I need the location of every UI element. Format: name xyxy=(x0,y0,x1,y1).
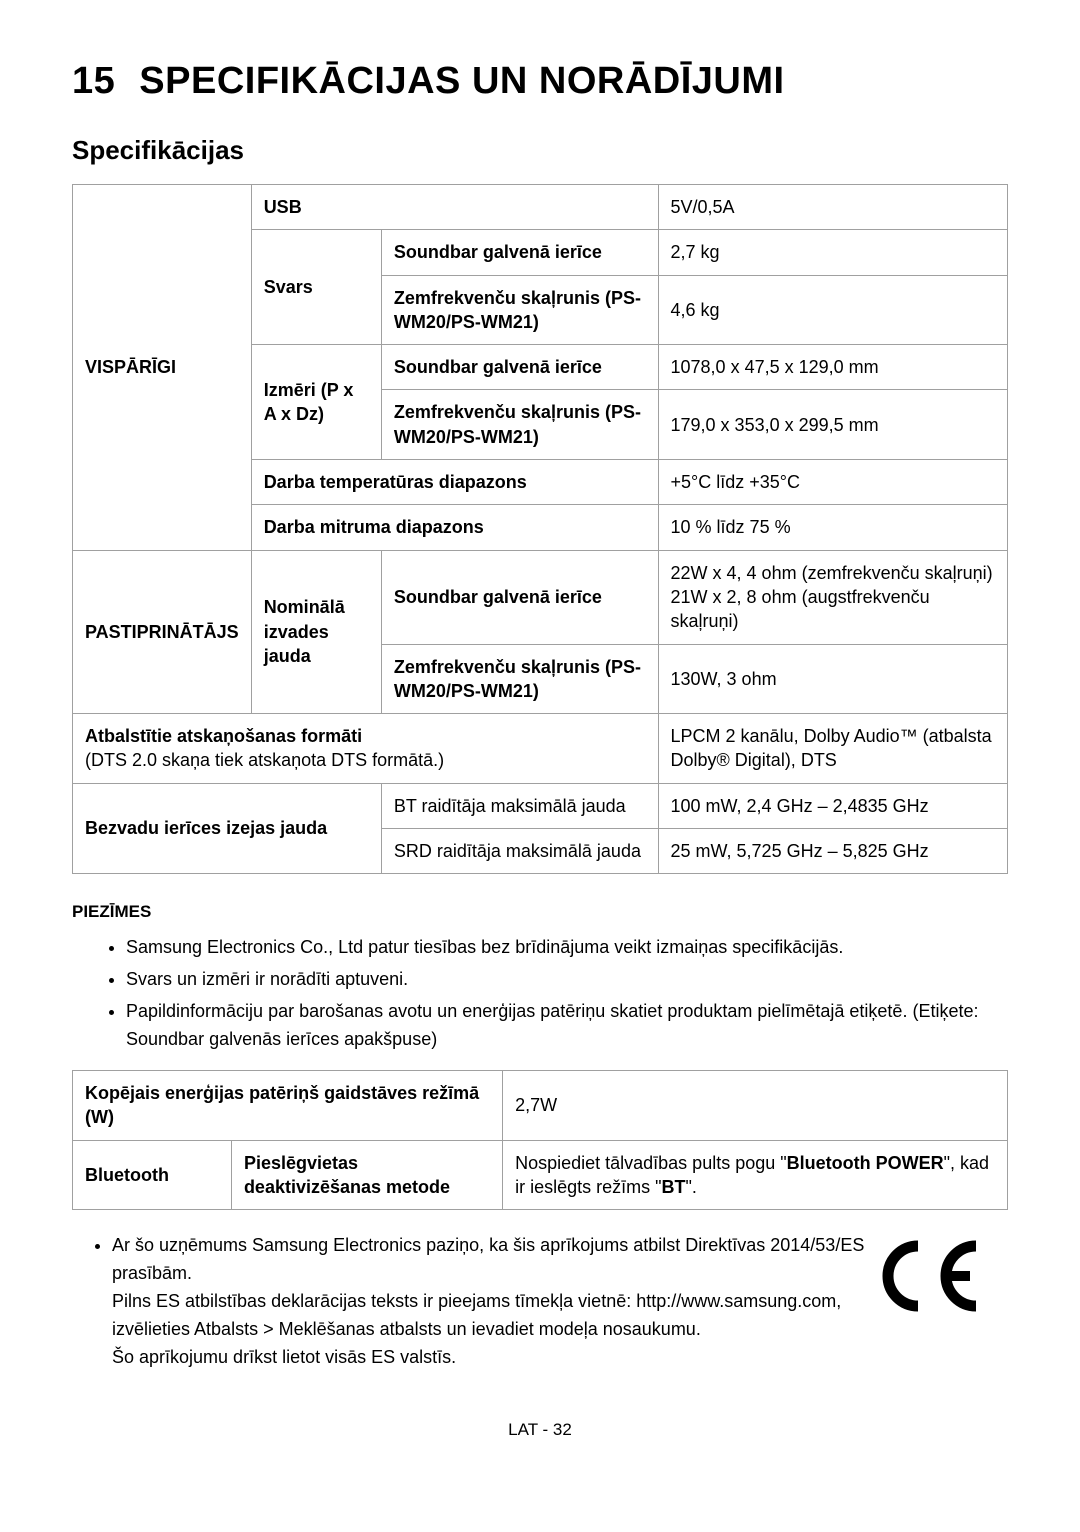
formats-label-note: (DTS 2.0 skaņa tiek atskaņota DTS formāt… xyxy=(85,750,444,770)
dim-soundbar-value: 1078,0 x 47,5 x 129,0 mm xyxy=(658,345,1007,390)
ce-note-item: Ar šo uzņēmums Samsung Electronics paziņ… xyxy=(112,1232,878,1371)
chapter-title: 15 SPECIFIKĀCIJAS UN NORĀDĪJUMI xyxy=(72,60,1008,103)
notes-item: Papildinformāciju par barošanas avotu un… xyxy=(126,998,1008,1054)
srd-tx-label: SRD raidītāja maksimālā jauda xyxy=(381,829,658,874)
standby-label: Kopējais enerģijas patēriņš gaidstāves r… xyxy=(73,1070,503,1140)
standby-value: 2,7W xyxy=(503,1070,1008,1140)
bt-label: Bluetooth xyxy=(73,1140,232,1210)
usb-value: 5V/0,5A xyxy=(658,185,1007,230)
port-deact-label: Pieslēgvietas deaktivizēšanas metode xyxy=(231,1140,502,1210)
bt-tx-label: BT raidītāja maksimālā jauda xyxy=(381,783,658,828)
weight-sub-value: 4,6 kg xyxy=(658,275,1007,345)
formats-label-bold: Atbalstītie atskaņošanas formāti xyxy=(85,726,362,746)
power-table: Kopējais enerģijas patēriņš gaidstāves r… xyxy=(72,1070,1008,1210)
notes-heading: PIEZĪMES xyxy=(72,902,1008,922)
weight-soundbar-label: Soundbar galvenā ierīce xyxy=(381,230,658,275)
rated-label: Nominālā izvades jauda xyxy=(251,550,381,713)
dim-soundbar-label: Soundbar galvenā ierīce xyxy=(381,345,658,390)
ce-mark-icon xyxy=(878,1236,1008,1328)
wireless-label: Bezvadu ierīces izejas jauda xyxy=(73,783,382,874)
port-deact-bold1: Bluetooth POWER xyxy=(787,1153,944,1173)
notes-item: Svars un izmēri ir norādīti aptuveni. xyxy=(126,966,1008,994)
spec-table: VISPĀRĪGI USB 5V/0,5A Svars Soundbar gal… xyxy=(72,184,1008,874)
port-deact-pre: Nospiediet tālvadības pults pogu " xyxy=(515,1153,787,1173)
formats-value: LPCM 2 kanālu, Dolby Audio™ (atbalsta Do… xyxy=(658,714,1007,784)
port-deact-bold2: BT xyxy=(662,1177,686,1197)
dim-sub-label: Zemfrekvenču skaļrunis (PS-WM20/PS-WM21) xyxy=(381,390,658,460)
srd-tx-value: 25 mW, 5,725 GHz – 5,825 GHz xyxy=(658,829,1007,874)
formats-label: Atbalstītie atskaņošanas formāti (DTS 2.… xyxy=(73,714,659,784)
general-label: VISPĀRĪGI xyxy=(73,185,252,551)
rated-soundbar-label: Soundbar galvenā ierīce xyxy=(381,550,658,644)
op-hum-label: Darba mitruma diapazons xyxy=(251,505,658,550)
op-hum-value: 10 % līdz 75 % xyxy=(658,505,1007,550)
usb-label: USB xyxy=(251,185,658,230)
chapter-title-text: SPECIFIKĀCIJAS UN NORĀDĪJUMI xyxy=(139,60,784,102)
weight-label: Svars xyxy=(251,230,381,345)
ce-line2: Pilns ES atbilstības deklarācijas teksts… xyxy=(112,1291,841,1339)
op-temp-value: +5°C līdz +35°C xyxy=(658,460,1007,505)
rated-soundbar-value: 22W x 4, 4 ohm (zemfrekvenču skaļruņi) 2… xyxy=(658,550,1007,644)
rated-sub-value: 130W, 3 ohm xyxy=(658,644,1007,714)
notes-list: Samsung Electronics Co., Ltd patur tiesī… xyxy=(72,934,1008,1054)
ce-declaration-row: Ar šo uzņēmums Samsung Electronics paziņ… xyxy=(72,1232,1008,1371)
ce-notes: Ar šo uzņēmums Samsung Electronics paziņ… xyxy=(72,1232,878,1371)
chapter-number: 15 xyxy=(72,60,115,103)
dim-sub-value: 179,0 x 353,0 x 299,5 mm xyxy=(658,390,1007,460)
port-deact-post: ". xyxy=(686,1177,697,1197)
port-deact-value: Nospiediet tālvadības pults pogu "Blueto… xyxy=(503,1140,1008,1210)
dim-label: Izmēri (P x A x Dz) xyxy=(251,345,381,460)
ce-line3: Šo aprīkojumu drīkst lietot visās ES val… xyxy=(112,1347,456,1367)
weight-sub-label: Zemfrekvenču skaļrunis (PS-WM20/PS-WM21) xyxy=(381,275,658,345)
rated-sub-label: Zemfrekvenču skaļrunis (PS-WM20/PS-WM21) xyxy=(381,644,658,714)
weight-soundbar-value: 2,7 kg xyxy=(658,230,1007,275)
op-temp-label: Darba temperatūras diapazons xyxy=(251,460,658,505)
bt-tx-value: 100 mW, 2,4 GHz – 2,4835 GHz xyxy=(658,783,1007,828)
section-title: Specifikācijas xyxy=(72,135,1008,166)
ce-line1: Ar šo uzņēmums Samsung Electronics paziņ… xyxy=(112,1235,864,1283)
notes-item: Samsung Electronics Co., Ltd patur tiesī… xyxy=(126,934,1008,962)
page-footer: LAT - 32 xyxy=(72,1420,1008,1440)
amp-label: PASTIPRINĀTĀJS xyxy=(73,550,252,713)
